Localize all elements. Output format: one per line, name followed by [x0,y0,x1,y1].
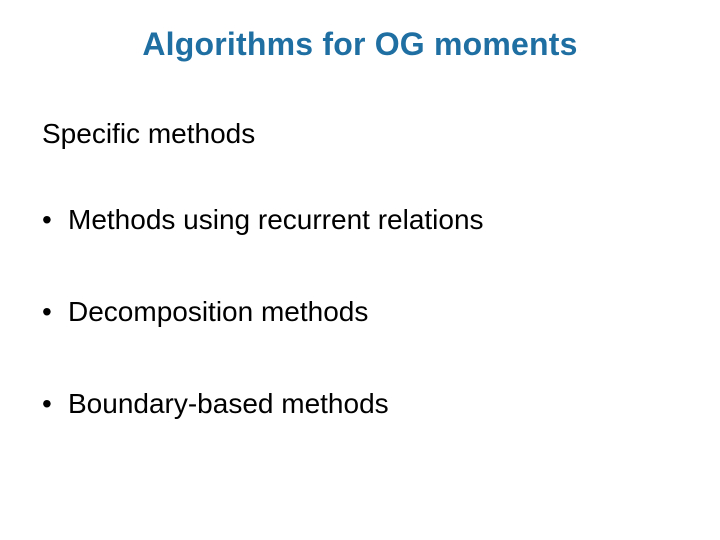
bullet-text: Boundary-based methods [68,388,389,420]
slide-title: Algorithms for OG moments [0,26,720,63]
bullet-item: • Decomposition methods [42,296,368,328]
slide: Algorithms for OG moments Specific metho… [0,0,720,540]
bullet-marker: • [42,388,68,420]
bullet-item: • Boundary-based methods [42,388,389,420]
bullet-item: • Methods using recurrent relations [42,204,484,236]
bullet-marker: • [42,296,68,328]
slide-subtitle: Specific methods [42,118,255,150]
bullet-text: Decomposition methods [68,296,368,328]
bullet-text: Methods using recurrent relations [68,204,484,236]
bullet-marker: • [42,204,68,236]
